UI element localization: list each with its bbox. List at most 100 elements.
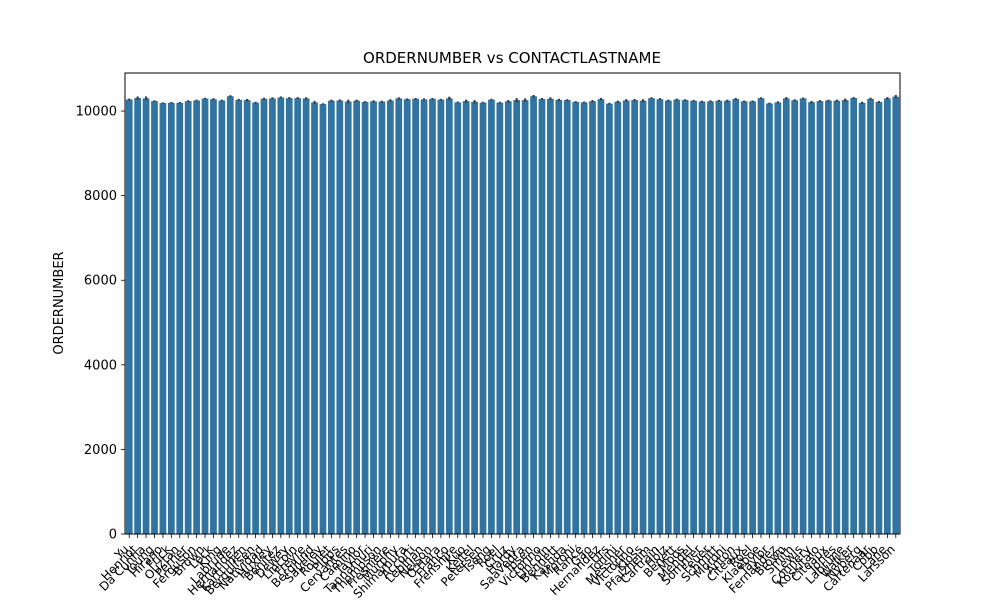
bar [850,97,858,534]
bar [412,98,419,535]
bar [151,101,158,534]
bar [892,96,900,535]
bar [294,98,302,534]
bar [277,97,285,534]
bar [252,102,259,535]
bar [656,99,664,534]
bar [606,103,613,534]
bar [808,102,815,535]
bar [875,101,883,534]
bar [311,102,318,534]
bar [681,100,689,534]
bar [825,100,832,535]
y-axis-label: ORDERNUMBER [52,251,67,354]
bar [799,98,807,534]
bar [732,99,740,534]
chart-title: ORDERNUMBER vs CONTACTLASTNAME [363,49,661,67]
bar [488,99,495,534]
y-tick-label: 2000 [84,443,117,458]
bar [134,97,142,534]
bar [159,103,167,534]
bar [883,98,891,534]
bar [260,98,268,535]
bar [370,101,377,534]
bar [243,100,251,534]
bar [429,98,436,535]
bar [530,96,537,534]
bar [673,99,681,534]
bar [867,98,874,535]
y-tick-label: 4000 [84,358,117,373]
bar [218,100,226,535]
bar [664,100,672,535]
bar [285,98,293,534]
bar [791,100,799,534]
bar [622,100,630,535]
bar [589,101,596,534]
bar [555,99,563,535]
bar [437,99,445,534]
bar [226,96,234,534]
y-axis-ticks: 0 2000 4000 6000 8000 10000 [76,105,125,543]
bar [176,102,184,534]
bar [740,101,748,534]
bar [361,101,369,534]
bar [125,99,133,535]
y-tick-label: 0 [109,528,117,543]
bar [504,101,512,534]
bar [774,102,782,534]
y-tick-label: 8000 [84,189,117,204]
bar [445,98,453,534]
bar [420,99,428,535]
bar [841,100,849,534]
bar [184,101,192,534]
bar [302,98,310,534]
bar [353,100,361,534]
bar [462,101,470,534]
bar [580,102,588,534]
bar [563,100,571,534]
bar [597,99,605,534]
bar [631,100,639,534]
bar [167,102,175,534]
bar [715,100,723,534]
bar [572,101,580,534]
bar [614,101,622,534]
bar [386,100,394,535]
bar [344,101,352,535]
bar [521,100,529,534]
bar [403,99,411,534]
y-tick-label: 10000 [76,105,117,120]
bar [547,98,554,535]
bar [690,100,697,534]
bar [723,100,731,534]
bars-layer [125,96,900,535]
bar [193,100,200,535]
bar [707,101,714,534]
bar [471,101,478,534]
bar [336,100,344,535]
bar [639,100,647,534]
bar [858,102,866,534]
bar [210,99,217,534]
bar [749,101,756,534]
bar [513,100,521,534]
plot-frame [124,72,901,535]
bar [757,98,765,534]
bar [269,98,276,534]
bar [328,100,335,534]
y-tick-label: 6000 [84,274,117,289]
bar [378,101,386,535]
bar [479,102,487,535]
bar [782,98,790,534]
bar [648,98,655,534]
bar [142,98,150,534]
bar [395,98,403,534]
bar [538,99,546,534]
bar [698,101,706,535]
bar [496,102,504,535]
bar [833,100,841,534]
